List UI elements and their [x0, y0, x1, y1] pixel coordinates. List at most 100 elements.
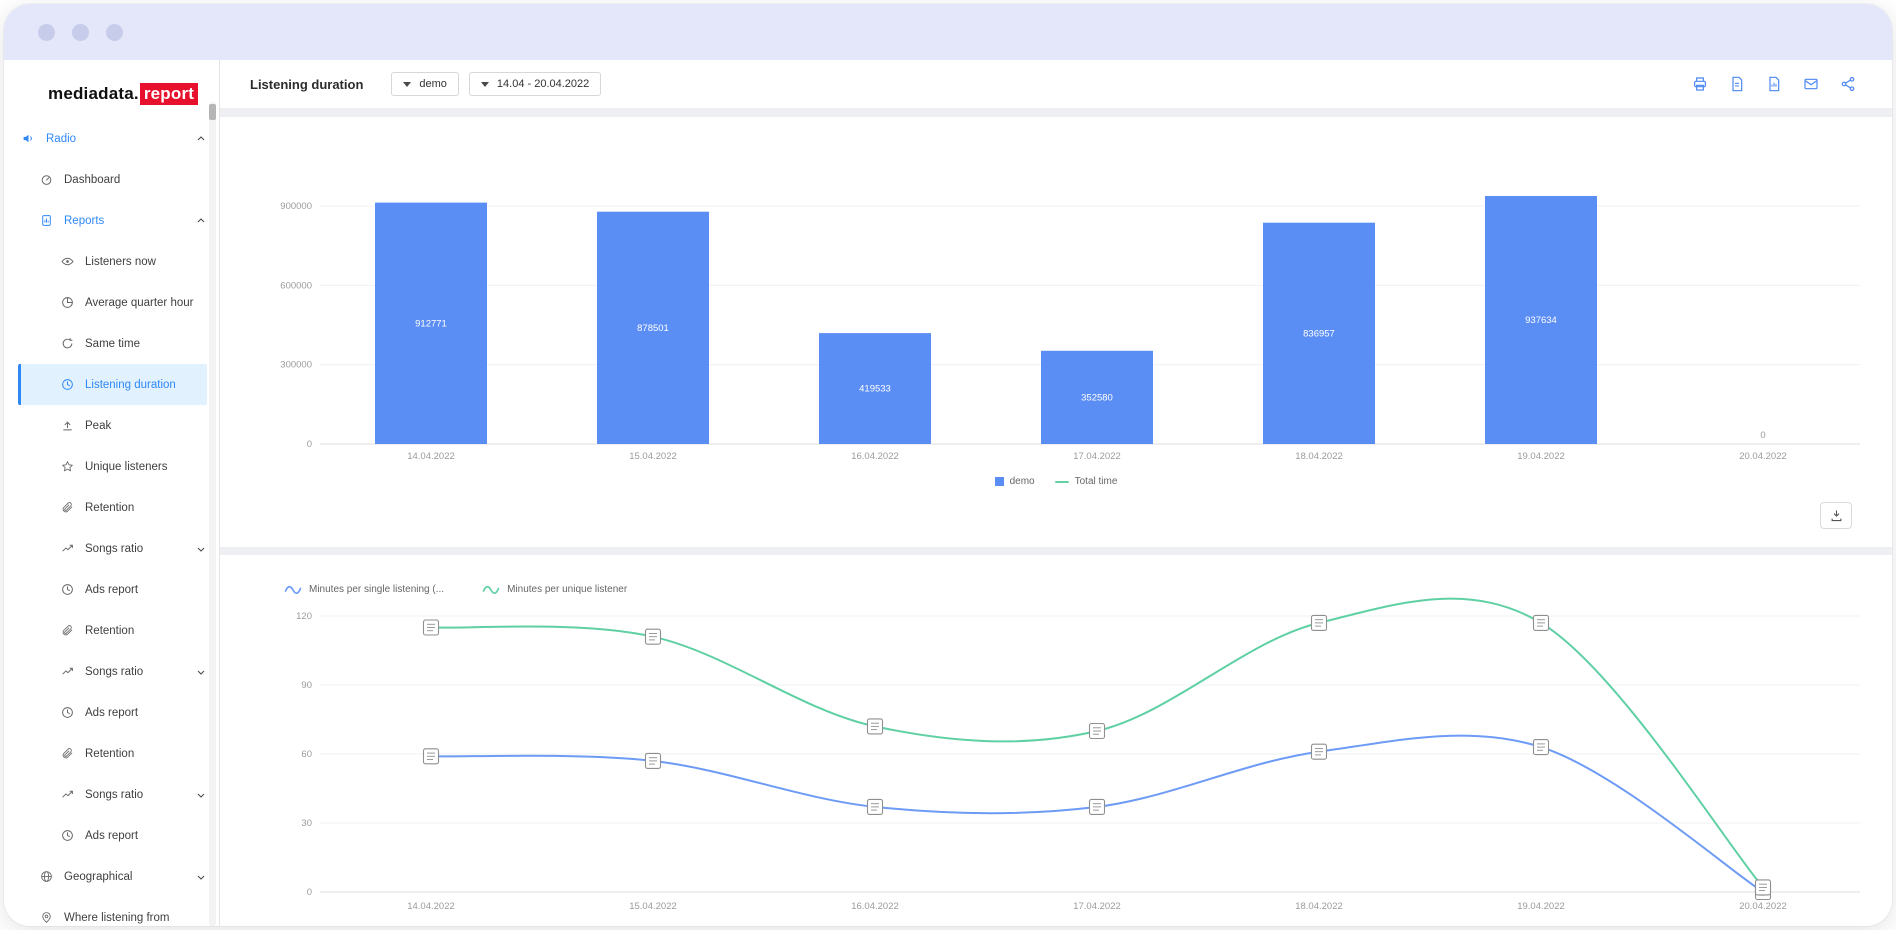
svg-text:18.04.2022: 18.04.2022	[1295, 901, 1343, 912]
sidebar-item-radio[interactable]: Radio	[4, 118, 219, 159]
sidebar-item-listening-duration[interactable]: Listening duration	[18, 364, 207, 405]
wave-icon	[284, 585, 302, 595]
sidebar-item-ads-report[interactable]: Ads report	[4, 692, 219, 733]
sidebar-item-peak[interactable]: Peak	[4, 405, 219, 446]
legend-item-demo[interactable]: demo	[994, 476, 1035, 487]
sidebar-item-retention[interactable]: Retention	[4, 610, 219, 651]
sidebar-nav: Radio Dashboard Reports Listeners now Averag…	[4, 118, 219, 926]
app-window: mediadata. report Radio Dashboard Reports Li…	[4, 4, 1892, 926]
export-report-icon[interactable]	[1766, 76, 1782, 92]
sidebar-item-label: Ads report	[85, 706, 139, 719]
trend-icon	[62, 544, 73, 552]
paperclip-icon	[62, 748, 73, 759]
sidebar-item-label: Songs ratio	[85, 788, 144, 801]
sidebar-item-retention[interactable]: Retention	[4, 733, 219, 774]
sidebar-item-unique-listeners[interactable]: Unique listeners	[4, 446, 219, 487]
chevron-down-icon	[197, 670, 205, 675]
svg-text:120: 120	[296, 611, 312, 622]
sidebar-item-where-listening-from[interactable]: Where listening from	[4, 897, 219, 926]
share-icon[interactable]	[1840, 76, 1856, 92]
paperclip-icon	[62, 502, 73, 513]
bar-chart-card: 0 300000 600000 900000 912771 878501 419533 352…	[220, 117, 1892, 547]
list-square-marker-icon	[644, 628, 662, 645]
svg-text:20.04.2022: 20.04.2022	[1739, 451, 1787, 462]
window-control-dot[interactable]	[38, 23, 55, 41]
list-square-marker-icon	[1310, 743, 1328, 760]
logo-brand-text: mediadata.	[48, 84, 139, 103]
sidebar-item-songs-ratio[interactable]: Songs ratio	[4, 774, 219, 815]
clock-icon	[62, 707, 73, 718]
legend-item-total-time[interactable]: Total time	[1054, 476, 1117, 487]
sidebar-item-label: Retention	[85, 501, 135, 514]
download-chart-button[interactable]	[1820, 502, 1852, 529]
download-icon	[1831, 510, 1841, 522]
window-control-dot[interactable]	[72, 23, 89, 41]
caret-down-icon	[480, 81, 489, 87]
svg-text:15.04.2022: 15.04.2022	[629, 901, 677, 912]
svg-text:90: 90	[301, 680, 312, 691]
sidebar-item-retention[interactable]: Retention	[4, 487, 219, 528]
stream-filter-dropdown[interactable]: demo	[391, 72, 459, 96]
clock-icon	[62, 379, 73, 390]
sidebar-item-label: Songs ratio	[85, 542, 144, 555]
sidebar-item-label: Dashboard	[64, 173, 121, 186]
daterange-filter-value: 14.04 - 20.04.2022	[496, 78, 590, 90]
sidebar-item-geographical[interactable]: Geographical	[4, 856, 219, 897]
app-logo[interactable]: mediadata. report	[4, 60, 219, 118]
header-actions	[1692, 76, 1856, 92]
sidebar: mediadata. report Radio Dashboard Reports Li…	[4, 60, 220, 926]
line-chart-legend: Minutes per single listening (... Minutes…	[284, 583, 627, 595]
list-square-marker-icon	[1754, 879, 1772, 896]
sidebar-item-label: Ads report	[85, 829, 139, 842]
svg-text:878501: 878501	[637, 323, 669, 334]
chevron-down-icon	[197, 547, 205, 552]
chevron-down-icon	[197, 875, 205, 880]
svg-text:14.04.2022: 14.04.2022	[407, 901, 455, 912]
sidebar-item-dashboard[interactable]: Dashboard	[4, 159, 219, 200]
sidebar-item-label: Retention	[85, 624, 135, 637]
legend-label: Minutes per unique listener	[507, 583, 628, 595]
legend-swatch-square	[994, 477, 1004, 486]
sidebar-item-reports[interactable]: Reports	[4, 200, 219, 241]
pie-icon	[62, 297, 73, 308]
logo-badge: report	[139, 83, 199, 105]
legend-item-minutes-per-single-listening[interactable]: Minutes per single listening (...	[284, 583, 444, 595]
sidebar-item-listeners-now[interactable]: Listeners now	[4, 241, 219, 282]
paperclip-icon	[62, 625, 73, 636]
window-titlebar	[4, 4, 1892, 60]
sidebar-scrollbar-thumb[interactable]	[209, 104, 216, 120]
reports-icon	[42, 215, 51, 226]
sidebar-item-label: Unique listeners	[85, 460, 168, 473]
svg-text:19.04.2022: 19.04.2022	[1517, 451, 1565, 462]
sidebar-item-average-quarter-hour[interactable]: Average quarter hour	[4, 282, 219, 323]
wave-icon	[482, 585, 500, 595]
mail-icon[interactable]	[1803, 76, 1819, 92]
bar-chart: 0 300000 600000 900000 912771 878501 419533 352…	[220, 117, 1892, 474]
line-chart-svg: 0 30 60 90 120 14.04.2022 15.04.2022 16.04.2022…	[296, 597, 1860, 912]
sidebar-item-same-time[interactable]: Same time	[4, 323, 219, 364]
printer-icon[interactable]	[1692, 76, 1708, 92]
svg-text:18.04.2022: 18.04.2022	[1295, 451, 1343, 462]
svg-text:300000: 300000	[280, 360, 312, 371]
daterange-filter-dropdown[interactable]: 14.04 - 20.04.2022	[468, 72, 602, 96]
sidebar-scrollbar-track[interactable]	[209, 102, 216, 926]
star-icon	[62, 461, 73, 472]
clock-icon	[62, 830, 73, 841]
svg-text:600000: 600000	[280, 280, 312, 291]
sidebar-item-ads-report[interactable]: Ads report	[4, 815, 219, 856]
list-square-marker-icon	[1310, 614, 1328, 631]
window-control-dot[interactable]	[106, 23, 123, 41]
legend-label: Minutes per single listening (...	[309, 583, 445, 595]
svg-text:0: 0	[307, 887, 312, 898]
export-file-icon[interactable]	[1729, 76, 1745, 92]
sidebar-item-songs-ratio[interactable]: Songs ratio	[4, 528, 219, 569]
sidebar-item-label: Geographical	[64, 870, 133, 883]
list-square-marker-icon	[422, 748, 440, 765]
sidebar-item-label: Retention	[85, 747, 135, 760]
svg-text:30: 30	[301, 818, 312, 829]
sidebar-item-ads-report[interactable]: Ads report	[4, 569, 219, 610]
sidebar-item-label: Ads report	[85, 583, 139, 596]
refresh-icon	[62, 338, 73, 349]
legend-item-minutes-per-unique-listener[interactable]: Minutes per unique listener	[482, 583, 627, 595]
sidebar-item-songs-ratio[interactable]: Songs ratio	[4, 651, 219, 692]
